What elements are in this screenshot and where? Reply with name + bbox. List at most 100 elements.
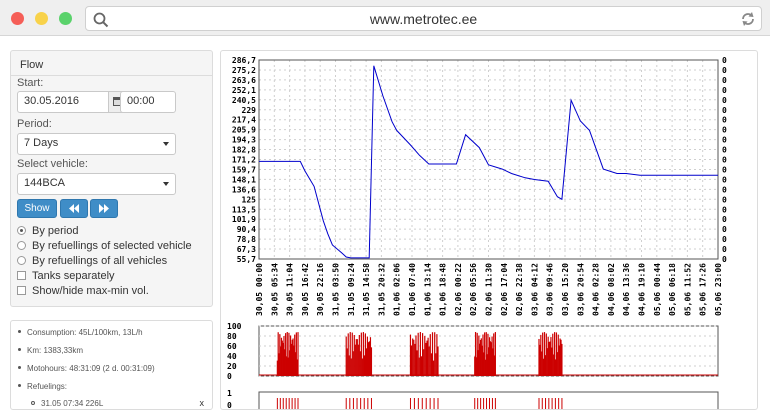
y-tick-label: 194,3	[232, 136, 256, 145]
consumption-text: Consumption: 45L/100km, 13L/h	[27, 328, 143, 337]
motohours-text: Motohours: 48:31:09 (2 d. 00:31:09)	[27, 364, 155, 373]
x-tick-label: 05,06 11:52	[683, 263, 692, 316]
y-tick-label: 113,5	[232, 205, 256, 214]
address-bar[interactable]: www.metrotec.ee	[85, 6, 762, 31]
period-select[interactable]: 7 Days	[17, 133, 176, 155]
x-tick-label: 02,06 05:56	[469, 263, 478, 316]
y-tick-label: 67,3	[237, 245, 256, 254]
by-period-option[interactable]: By period	[17, 225, 78, 239]
x-tick-label: 31,05 20:32	[377, 263, 386, 316]
y-tick-label-right: 0	[722, 126, 727, 135]
close-window-button[interactable]	[11, 12, 24, 25]
y-tick-label: 0	[227, 372, 232, 381]
chevron-down-icon	[163, 182, 169, 186]
radio[interactable]	[17, 241, 26, 250]
y-tick-label: 159,7	[232, 165, 256, 174]
info-panel: Consumption: 45L/100km, 13L/h Km: 1383,3…	[10, 320, 213, 410]
radio[interactable]	[17, 256, 26, 265]
y-tick-label: 136,6	[232, 185, 256, 194]
y-tick-label: 90,4	[237, 225, 256, 234]
checkbox[interactable]	[17, 271, 26, 280]
x-tick-label: 04,06 02:28	[592, 263, 601, 316]
list-item: Motohours: 48:31:09 (2 d. 00:31:09)	[18, 364, 155, 373]
x-tick-label: 30,05 05:34	[270, 263, 279, 316]
y-tick-label: 182,8	[232, 146, 256, 155]
vehicle-label: Select vehicle:	[17, 158, 88, 170]
tanks-separately-label: Tanks separately	[32, 270, 115, 282]
y-tick-label-right: 0	[722, 185, 727, 194]
x-tick-label: 31,05 14:58	[362, 263, 371, 316]
period-label: Period:	[17, 118, 52, 130]
x-tick-label: 04,06 19:10	[638, 263, 647, 316]
vehicle-select[interactable]: 144BCA	[17, 173, 176, 195]
chart-area: 286,7 275,2 263,6 252,1 240,5 229 217,4 205,9 19…	[220, 50, 758, 413]
calendar-icon	[113, 97, 122, 106]
y-tick-label: 1	[227, 389, 232, 398]
next-button[interactable]	[90, 199, 118, 218]
x-tick-label: 30,05 22:16	[316, 263, 325, 316]
double-chevron-left-icon	[69, 204, 79, 213]
browser-titlebar: www.metrotec.ee	[0, 0, 770, 36]
divider	[11, 75, 212, 76]
x-tick-label: 31,05 03:50	[332, 263, 341, 316]
x-tick-label: 02,06 17:04	[500, 263, 509, 316]
y-tick-label-right: 0	[722, 136, 727, 145]
x-tick-label: 04,06 13:36	[622, 263, 631, 316]
x-tick-label: 05,06 23:00	[714, 263, 723, 316]
page: Flow Start: 30.05.2016 00:00 Period: 7 D…	[0, 37, 770, 413]
by-refuel-selected-label: By refuellings of selected vehicle	[32, 240, 192, 252]
x-tick-label: 03,06 09:46	[546, 263, 555, 316]
y-tick-label: 60	[227, 342, 237, 351]
y-tick-label-right: 0	[722, 96, 727, 105]
radio-checked[interactable]	[17, 226, 26, 235]
y-tick-label: 20	[227, 362, 237, 371]
x-tick-label: 01,06 13:14	[423, 263, 432, 316]
y-tick-label: 148,1	[232, 175, 256, 184]
y-tick-label-right: 0	[722, 195, 727, 204]
series-line	[259, 65, 718, 259]
vehicle-value: 144BCA	[24, 177, 65, 189]
refuel-entry-text: 31.05 07:34 226L	[41, 399, 104, 408]
start-label: Start:	[17, 77, 44, 89]
y-tick-label: 80	[227, 332, 237, 341]
checkbox[interactable]	[17, 286, 26, 295]
x-tick-label: 30,05 11:04	[286, 263, 295, 316]
y-tick-label: 252,1	[232, 86, 256, 95]
show-hide-option[interactable]: Show/hide max-min vol.	[17, 285, 149, 299]
x-tick-label: 04,06 08:02	[607, 263, 616, 316]
list-item: Consumption: 45L/100km, 13L/h	[18, 328, 143, 337]
y-tick-label: 55,7	[237, 255, 256, 264]
y-tick-label: 229	[242, 106, 257, 115]
maximize-window-button[interactable]	[59, 12, 72, 25]
y-tick-label: 40	[227, 352, 237, 361]
chart-svg: 286,7275,2263,6252,1240,5229217,4205,919…	[227, 56, 727, 413]
by-refuel-all-option[interactable]: By refuellings of all vehicles	[17, 255, 167, 269]
search-icon	[93, 12, 109, 28]
by-refuel-all-label: By refuellings of all vehicles	[32, 255, 168, 267]
start-date-input[interactable]: 30.05.2016	[17, 91, 109, 113]
km-text: Km: 1383,33km	[27, 346, 84, 355]
x-tick-label: 03,06 15:20	[561, 263, 570, 316]
y-tick-label: 0	[227, 401, 232, 409]
y-tick-label: 171,2	[232, 156, 256, 165]
show-button[interactable]: Show	[17, 199, 57, 218]
x-tick-label: 05,06 17:26	[699, 263, 708, 316]
y-tick-label: 78,8	[237, 235, 256, 244]
minimize-window-button[interactable]	[35, 12, 48, 25]
y-tick-label: 101,9	[232, 215, 256, 224]
reload-icon[interactable]	[739, 10, 757, 28]
y-tick-label-right: 0	[722, 146, 727, 155]
x-tick-label: 01,06 07:40	[408, 263, 417, 316]
y-tick-label: 100	[227, 322, 242, 331]
list-item: Refuelings:	[18, 382, 67, 391]
x-tick-label: 30,05 00:00	[255, 263, 264, 316]
y-tick-label-right: 0	[722, 156, 727, 165]
start-time-input[interactable]: 00:00	[120, 91, 176, 113]
by-refuel-selected-option[interactable]: By refuellings of selected vehicle	[17, 240, 192, 254]
tanks-separately-option[interactable]: Tanks separately	[17, 270, 115, 284]
previous-button[interactable]	[60, 199, 88, 218]
y-tick-label-right: 0	[722, 215, 727, 224]
show-hide-label: Show/hide max-min vol.	[32, 285, 149, 297]
y-tick-label-right: 0	[722, 116, 727, 125]
y-tick-label-right: 0	[722, 66, 727, 75]
